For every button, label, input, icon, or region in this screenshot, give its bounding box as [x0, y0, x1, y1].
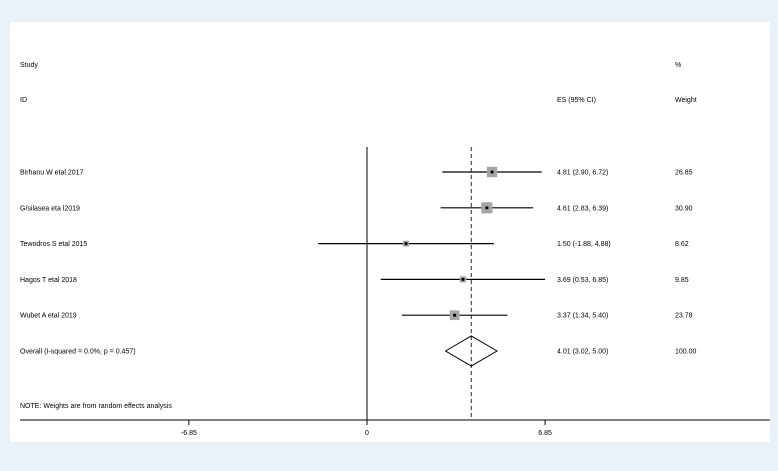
effect-size-text: 3.37 (1.34, 5.40): [557, 313, 608, 320]
overall-label: Overall (I-squared = 0.0%, p = 0.457): [20, 349, 136, 356]
study-label: Tewodros S etal 2015: [20, 241, 87, 248]
point-estimate: [404, 242, 408, 246]
header-es: ES (95% CI): [557, 97, 596, 104]
x-tick-label: 0: [365, 430, 369, 437]
overall-diamond: [444, 335, 498, 367]
point-estimate: [461, 277, 465, 281]
forest-plot: Study ID ES (95% CI) % Weight NOTE: Weig…: [20, 62, 770, 437]
weight-text: 8.62: [675, 241, 689, 248]
point-estimate: [490, 170, 494, 174]
study-label: G/silasea eta l2019: [20, 205, 80, 212]
weight-text: 9.85: [675, 277, 689, 284]
point-estimate: [453, 313, 457, 317]
weight-text: 30.90: [675, 205, 693, 212]
forest-plot-area: Study ID ES (95% CI) % Weight NOTE: Weig…: [10, 22, 770, 442]
header-weight: Weight: [675, 97, 697, 104]
x-tick-label: 6.85: [538, 430, 552, 437]
overall-weight-text: 100.00: [675, 349, 697, 356]
weight-text: 26.85: [675, 170, 693, 177]
overall-effect-size-text: 4.01 (3.02, 5.00): [557, 349, 608, 356]
effect-size-text: 3.69 (0.53, 6.85): [557, 277, 608, 284]
effect-size-text: 1.50 (-1.88, 4.88): [557, 241, 611, 248]
effect-size-text: 4.61 (2.83, 6.39): [557, 205, 608, 212]
point-estimate: [485, 206, 489, 210]
weight-text: 23.78: [675, 313, 693, 320]
note-text: NOTE: Weights are from random effects an…: [20, 403, 172, 410]
header-study: Study: [20, 62, 38, 69]
header-id: ID: [20, 97, 27, 104]
effect-size-text: 4.81 (2.90, 6.72): [557, 170, 608, 177]
study-label: Hagos T etal 2018: [20, 277, 77, 284]
study-label: Wubet A etal 2019: [20, 313, 77, 320]
x-tick-label: -6.85: [181, 430, 197, 437]
study-label: Birhanu W etal 2017: [20, 170, 84, 177]
header-percent: %: [675, 62, 681, 69]
